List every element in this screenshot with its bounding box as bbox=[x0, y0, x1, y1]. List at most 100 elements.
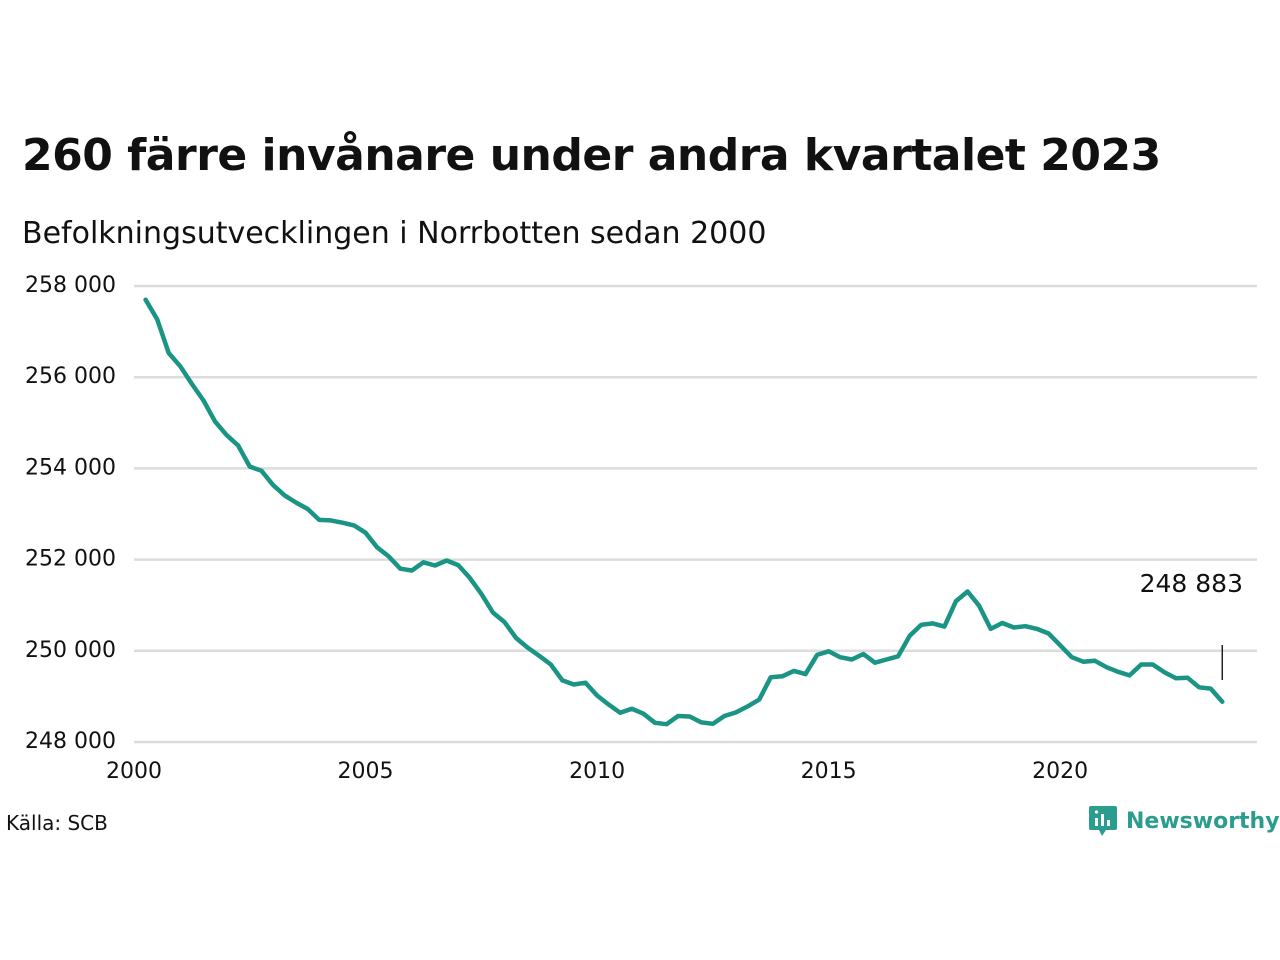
data-point bbox=[896, 654, 900, 658]
data-point bbox=[468, 576, 472, 580]
y-tick-label: 248 000 bbox=[25, 729, 116, 754]
data-point bbox=[155, 317, 159, 321]
data-point bbox=[514, 636, 518, 640]
data-point bbox=[1185, 676, 1189, 680]
data-point bbox=[664, 722, 668, 726]
data-point bbox=[410, 568, 414, 572]
data-point bbox=[387, 554, 391, 558]
data-point bbox=[780, 674, 784, 678]
data-point bbox=[201, 398, 205, 402]
data-point bbox=[167, 351, 171, 355]
data-point bbox=[1081, 660, 1085, 664]
data-point bbox=[873, 660, 877, 664]
data-point bbox=[850, 657, 854, 661]
x-tick-label: 2000 bbox=[106, 759, 162, 784]
data-point bbox=[1012, 625, 1016, 629]
data-point bbox=[931, 621, 935, 625]
data-point bbox=[838, 655, 842, 659]
data-point bbox=[653, 721, 657, 725]
data-point bbox=[757, 697, 761, 701]
data-point bbox=[1151, 662, 1155, 666]
data-point bbox=[572, 682, 576, 686]
data-point bbox=[1104, 665, 1108, 669]
data-point bbox=[1070, 655, 1074, 659]
data-point bbox=[745, 704, 749, 708]
data-point bbox=[236, 443, 240, 447]
x-tick-label: 2010 bbox=[569, 759, 625, 784]
data-point bbox=[688, 714, 692, 718]
data-point bbox=[305, 507, 309, 511]
y-tick-label: 252 000 bbox=[25, 547, 116, 572]
data-point bbox=[734, 710, 738, 714]
data-point bbox=[595, 693, 599, 697]
newsworthy-logo: Newsworthy bbox=[1088, 804, 1280, 838]
source-label: Källa: SCB bbox=[6, 811, 108, 835]
data-point bbox=[259, 468, 263, 472]
chart-title: 260 färre invånare under andra kvartalet… bbox=[22, 130, 1161, 181]
data-point bbox=[722, 714, 726, 718]
data-point bbox=[884, 657, 888, 661]
newsworthy-logo-icon bbox=[1089, 806, 1117, 836]
data-point bbox=[433, 563, 437, 567]
data-point bbox=[352, 523, 356, 527]
x-tick-label: 2020 bbox=[1032, 759, 1088, 784]
y-tick-label: 256 000 bbox=[25, 364, 116, 389]
data-point bbox=[803, 672, 807, 676]
gridlines bbox=[134, 284, 1257, 744]
data-point bbox=[502, 620, 506, 624]
data-point bbox=[340, 520, 344, 524]
data-point bbox=[1174, 676, 1178, 680]
data-point bbox=[606, 702, 610, 706]
data-point bbox=[583, 681, 587, 685]
data-point bbox=[711, 722, 715, 726]
data-point bbox=[1000, 621, 1004, 625]
data-point bbox=[1093, 659, 1097, 663]
data-point bbox=[977, 603, 981, 607]
x-tick-label: 2005 bbox=[338, 759, 394, 784]
y-tick-label: 254 000 bbox=[25, 455, 116, 480]
data-point bbox=[618, 711, 622, 715]
annotation-label: 248 883 bbox=[1140, 569, 1243, 598]
data-point bbox=[942, 624, 946, 628]
data-point bbox=[699, 720, 703, 724]
data-point bbox=[1139, 662, 1143, 666]
y-tick-label: 258 000 bbox=[25, 273, 116, 298]
data-point bbox=[1046, 631, 1050, 635]
series-population bbox=[143, 297, 1225, 727]
data-point bbox=[375, 545, 379, 549]
data-point bbox=[676, 714, 680, 718]
data-point bbox=[907, 634, 911, 638]
data-point bbox=[143, 297, 147, 301]
y-axis-ticks: 248 000 250 000 252 000 254 000 256 000 258 0… bbox=[25, 273, 116, 754]
data-point bbox=[479, 592, 483, 596]
series-line bbox=[143, 297, 1225, 727]
data-point bbox=[954, 599, 958, 603]
data-point bbox=[792, 669, 796, 673]
data-point bbox=[861, 652, 865, 656]
data-point bbox=[641, 712, 645, 716]
data-point bbox=[965, 589, 969, 593]
data-point bbox=[1127, 673, 1131, 677]
data-point bbox=[525, 645, 529, 649]
chart-subtitle: Befolkningsutvecklingen i Norrbotten sed… bbox=[22, 216, 767, 251]
data-point bbox=[1023, 624, 1027, 628]
data-point bbox=[919, 623, 923, 627]
data-point bbox=[630, 707, 634, 711]
y-tick-label: 250 000 bbox=[25, 638, 116, 663]
data-point bbox=[421, 560, 425, 564]
newsworthy-brand-name: Newsworthy bbox=[1126, 808, 1280, 834]
end-value-annotation: 248 883 bbox=[1140, 569, 1243, 680]
data-point bbox=[1162, 670, 1166, 674]
data-point bbox=[190, 382, 194, 386]
data-point bbox=[282, 493, 286, 497]
data-point bbox=[1058, 643, 1062, 647]
data-point bbox=[537, 654, 541, 658]
data-point bbox=[213, 419, 217, 423]
data-point bbox=[456, 563, 460, 567]
data-point bbox=[294, 500, 298, 504]
data-point bbox=[1220, 700, 1224, 704]
data-point bbox=[1197, 685, 1201, 689]
data-point bbox=[491, 610, 495, 614]
data-point bbox=[1116, 670, 1120, 674]
